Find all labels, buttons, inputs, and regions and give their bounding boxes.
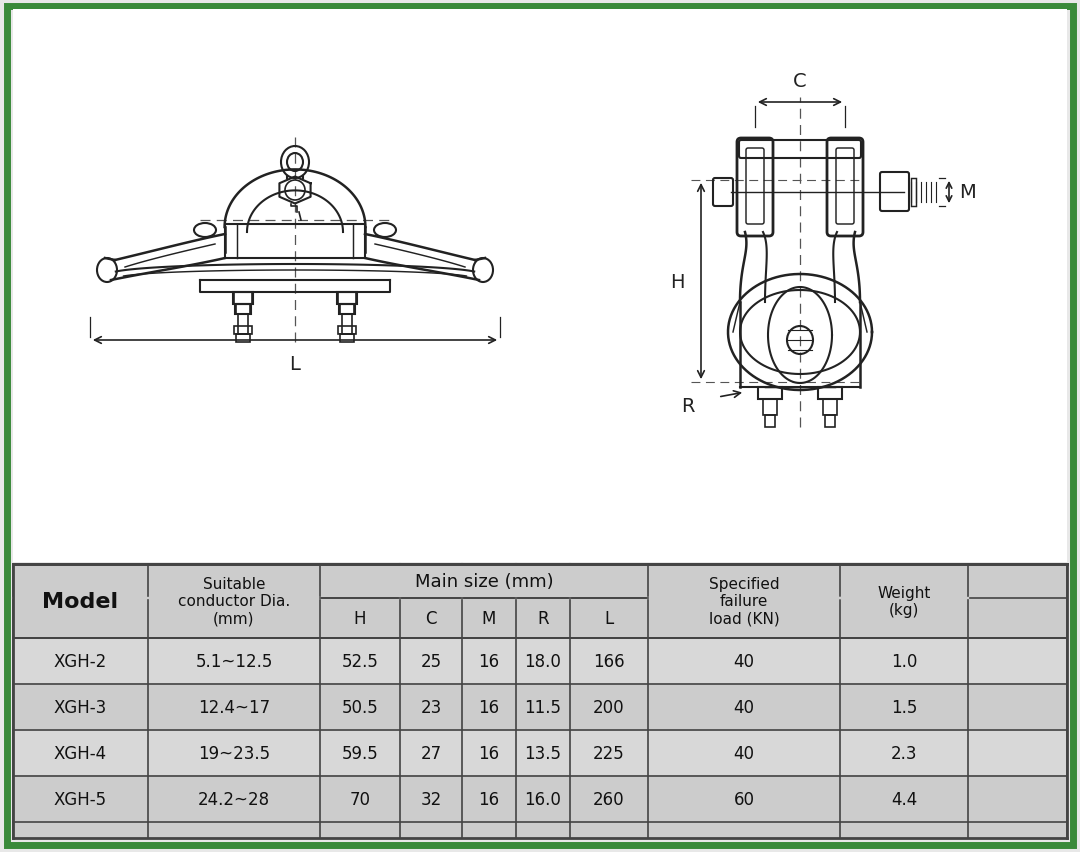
Text: M: M — [959, 183, 975, 202]
Bar — [340, 305, 354, 314]
Bar — [825, 416, 835, 428]
Bar — [762, 400, 777, 416]
Text: 1.0: 1.0 — [891, 653, 917, 671]
Text: 24.2~28: 24.2~28 — [198, 790, 270, 808]
FancyBboxPatch shape — [14, 731, 1066, 775]
Text: 12.4~17: 12.4~17 — [198, 698, 270, 717]
Bar — [234, 292, 252, 305]
Text: 11.5: 11.5 — [525, 698, 562, 717]
Bar — [912, 179, 916, 207]
Bar — [338, 326, 356, 335]
Text: 32: 32 — [420, 790, 442, 808]
FancyBboxPatch shape — [6, 7, 1074, 845]
Text: 27: 27 — [420, 744, 442, 762]
Bar — [340, 335, 354, 343]
Text: 23: 23 — [420, 698, 442, 717]
Text: 16: 16 — [478, 653, 500, 671]
Text: H: H — [354, 609, 366, 627]
Bar — [237, 335, 249, 343]
Text: 19~23.5: 19~23.5 — [198, 744, 270, 762]
Text: L: L — [605, 609, 613, 627]
Bar — [337, 292, 357, 305]
Bar — [233, 292, 253, 305]
Text: L: L — [289, 354, 300, 373]
FancyBboxPatch shape — [13, 564, 1067, 838]
Text: 25: 25 — [420, 653, 442, 671]
Text: 16: 16 — [478, 744, 500, 762]
Text: C: C — [793, 72, 807, 91]
Bar — [234, 326, 252, 335]
Bar — [818, 388, 842, 400]
Text: R: R — [681, 396, 696, 415]
Text: 18.0: 18.0 — [525, 653, 562, 671]
Text: 166: 166 — [593, 653, 625, 671]
Text: C: C — [426, 609, 436, 627]
Bar — [237, 305, 249, 314]
Text: 52.5: 52.5 — [341, 653, 378, 671]
Text: Main size (mm): Main size (mm) — [415, 573, 553, 590]
Text: 200: 200 — [593, 698, 625, 717]
Bar — [765, 416, 775, 428]
Text: 1.5: 1.5 — [891, 698, 917, 717]
Bar — [338, 292, 356, 305]
Text: R: R — [537, 609, 549, 627]
Text: 16.0: 16.0 — [525, 790, 562, 808]
Text: 260: 260 — [593, 790, 625, 808]
Text: XGH-5: XGH-5 — [54, 790, 107, 808]
Bar — [235, 305, 251, 314]
Text: 70: 70 — [350, 790, 370, 808]
Text: M: M — [482, 609, 496, 627]
Text: 59.5: 59.5 — [341, 744, 378, 762]
Bar — [758, 388, 782, 400]
Text: 225: 225 — [593, 744, 625, 762]
Text: 40: 40 — [733, 744, 755, 762]
Text: 40: 40 — [733, 653, 755, 671]
Text: XGH-3: XGH-3 — [54, 698, 107, 717]
Text: 16: 16 — [478, 790, 500, 808]
Text: 60: 60 — [733, 790, 755, 808]
FancyBboxPatch shape — [14, 639, 1066, 683]
Text: XGH-2: XGH-2 — [54, 653, 107, 671]
Text: H: H — [671, 272, 685, 291]
Text: 5.1~12.5: 5.1~12.5 — [195, 653, 272, 671]
Text: 16: 16 — [478, 698, 500, 717]
Text: XGH-4: XGH-4 — [54, 744, 107, 762]
Bar — [823, 400, 837, 416]
Text: Weight
(kg): Weight (kg) — [877, 585, 931, 618]
Text: 13.5: 13.5 — [525, 744, 562, 762]
Text: 40: 40 — [733, 698, 755, 717]
Text: 50.5: 50.5 — [341, 698, 378, 717]
FancyBboxPatch shape — [13, 10, 1067, 562]
Text: Suitable
conductor Dia.
(mm): Suitable conductor Dia. (mm) — [178, 577, 291, 626]
Text: Specified
failure
load (KN): Specified failure load (KN) — [708, 577, 780, 626]
Text: Model: Model — [42, 591, 119, 611]
Bar — [339, 305, 355, 314]
Text: 4.4: 4.4 — [891, 790, 917, 808]
Text: 2.3: 2.3 — [891, 744, 917, 762]
